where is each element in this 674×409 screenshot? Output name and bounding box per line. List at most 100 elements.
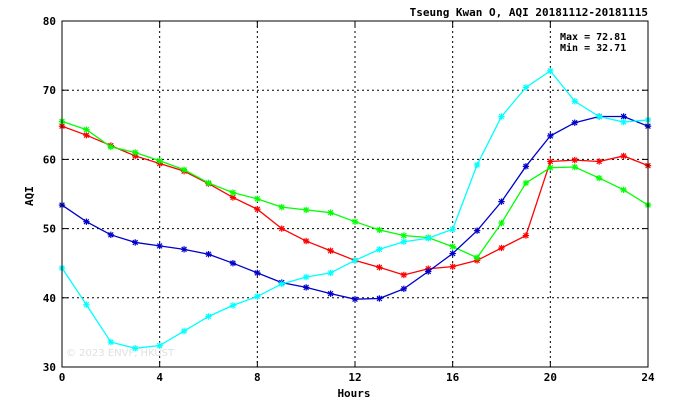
data-point xyxy=(571,98,578,105)
x-tick-label: 0 xyxy=(59,371,66,384)
y-tick-label: 70 xyxy=(43,84,56,97)
data-point xyxy=(595,113,603,120)
plot-area xyxy=(62,21,648,367)
data-point xyxy=(473,254,481,261)
data-point xyxy=(498,113,505,120)
x-tick-label: 16 xyxy=(446,371,460,384)
x-tick-label: 4 xyxy=(156,371,163,384)
data-point xyxy=(547,158,554,165)
data-point xyxy=(351,295,359,303)
series-3 xyxy=(58,113,652,303)
y-tick-label: 60 xyxy=(43,153,56,166)
data-point xyxy=(522,163,530,170)
data-point xyxy=(302,237,310,245)
x-axis-title: Hours xyxy=(337,387,370,400)
data-point xyxy=(400,238,408,245)
data-point xyxy=(107,338,115,346)
data-point xyxy=(302,284,310,291)
tick-labels: 0 4 8 12 16 20 24 30 40 50 60 70 80 xyxy=(43,15,655,384)
y-axis-title: AQI xyxy=(23,186,36,206)
data-point xyxy=(449,250,456,257)
data-point xyxy=(473,227,481,234)
data-point xyxy=(449,263,456,270)
series-2 xyxy=(58,118,652,261)
data-point xyxy=(498,219,505,227)
data-point xyxy=(571,119,578,126)
y-tick-label: 40 xyxy=(43,292,56,305)
y-tick-label: 50 xyxy=(43,223,56,236)
data-point xyxy=(473,161,481,169)
data-point xyxy=(254,206,261,213)
data-point xyxy=(425,235,432,242)
data-point xyxy=(400,271,408,279)
data-point xyxy=(156,242,163,250)
data-point xyxy=(156,157,163,164)
axis-ticks xyxy=(61,20,649,368)
data-point xyxy=(571,156,578,164)
x-tick-label: 20 xyxy=(544,371,557,384)
data-point xyxy=(547,67,554,75)
data-point xyxy=(498,244,505,252)
stat-max: Max = 72.81 xyxy=(560,32,626,43)
data-point xyxy=(180,327,188,335)
data-point xyxy=(229,302,237,309)
series-layer xyxy=(58,67,652,352)
data-point xyxy=(327,269,334,277)
data-point xyxy=(376,295,383,302)
data-point xyxy=(620,118,627,126)
data-point xyxy=(205,313,212,320)
data-point xyxy=(278,225,285,232)
data-point xyxy=(83,126,90,133)
data-point xyxy=(278,280,285,288)
data-point xyxy=(400,285,408,293)
data-point xyxy=(522,232,530,239)
y-tick-label: 30 xyxy=(43,361,56,374)
data-point xyxy=(351,257,359,264)
watermark-text: © 2023 ENVF, HKUST xyxy=(66,348,175,359)
data-point xyxy=(156,342,163,349)
data-point xyxy=(376,246,383,253)
data-point xyxy=(302,206,310,214)
data-point xyxy=(107,143,115,151)
data-point xyxy=(107,231,115,239)
data-point xyxy=(327,209,334,216)
data-point xyxy=(132,345,139,352)
y-tick-label: 80 xyxy=(43,15,56,28)
data-point xyxy=(278,203,285,211)
plot-background xyxy=(62,21,648,367)
data-point xyxy=(254,293,261,300)
x-tick-label: 24 xyxy=(641,371,655,384)
data-point xyxy=(83,131,90,139)
chart-title: Tseung Kwan O, AQI 20181112-20181115 xyxy=(410,6,648,19)
x-tick-label: 12 xyxy=(348,371,361,384)
data-point xyxy=(449,226,456,233)
data-point xyxy=(498,198,505,205)
stat-min: Min = 32.71 xyxy=(560,42,626,54)
data-point xyxy=(302,273,310,281)
data-point xyxy=(205,179,212,187)
data-point xyxy=(595,174,603,182)
watermark-layer: © 2023 ENVF, HKUST xyxy=(66,348,175,359)
data-point xyxy=(620,152,627,160)
x-tick-label: 8 xyxy=(254,371,261,384)
data-point xyxy=(547,132,554,140)
data-point xyxy=(547,164,554,171)
data-point xyxy=(254,195,261,203)
data-point xyxy=(522,84,530,91)
data-point xyxy=(327,290,334,297)
data-point xyxy=(254,269,261,277)
data-point xyxy=(620,186,627,194)
data-point xyxy=(132,149,139,156)
data-point xyxy=(351,218,359,225)
data-point xyxy=(180,246,188,253)
data-point xyxy=(229,189,237,196)
data-point xyxy=(83,218,90,225)
data-point xyxy=(376,264,383,271)
data-point xyxy=(522,179,530,187)
data-point xyxy=(376,226,383,234)
data-point xyxy=(180,166,188,173)
data-point xyxy=(205,251,212,258)
data-point xyxy=(327,247,334,254)
data-point xyxy=(83,301,90,308)
